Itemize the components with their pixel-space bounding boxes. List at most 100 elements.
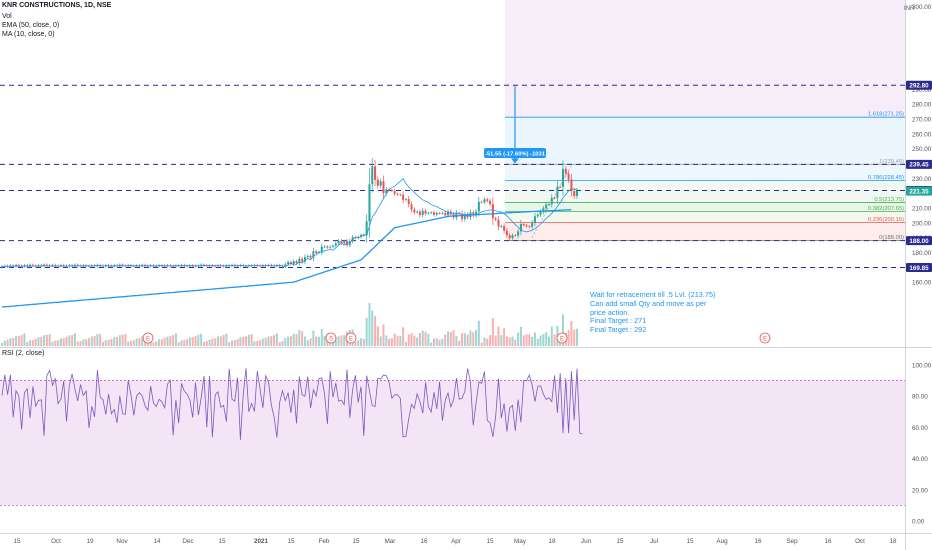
candle-body	[43, 264, 46, 266]
volume-bar	[519, 327, 522, 346]
volume-bar	[3, 340, 6, 346]
volume-bar	[160, 339, 163, 346]
candle-body	[29, 264, 32, 266]
volume-bar	[360, 338, 363, 346]
fib-zone-3	[505, 202, 905, 212]
time-tick-label: 15	[486, 538, 494, 545]
candle-body	[491, 204, 494, 219]
volume-bar	[472, 332, 475, 346]
volume-bar	[396, 335, 399, 346]
candle-body	[441, 212, 444, 214]
volume-bar	[503, 328, 506, 346]
event-marker-glyph: E	[763, 336, 767, 342]
volume-bar	[273, 335, 276, 346]
volume-bar	[73, 333, 76, 346]
candle-body	[194, 265, 197, 267]
candle-body	[531, 222, 534, 227]
volume-bar	[309, 338, 312, 346]
axes: 290.00280.00270.00260.00250.00240.00230.…	[13, 4, 932, 545]
candle-body	[539, 211, 542, 215]
volume-bar	[26, 341, 29, 346]
volume-bar	[214, 338, 217, 346]
volume-bar	[284, 338, 287, 346]
candle-body	[141, 264, 144, 266]
volume-bar	[508, 337, 511, 346]
volume-bar	[51, 341, 54, 346]
volume-bar	[172, 335, 175, 346]
price-tick-label: 280.00	[912, 102, 932, 109]
price-label-tag	[906, 186, 932, 196]
volume-bar	[379, 336, 382, 346]
candle-body	[573, 190, 576, 196]
candle-body	[494, 218, 497, 220]
candle-body	[45, 264, 48, 266]
candle-body	[522, 223, 525, 226]
volume-bar	[82, 339, 85, 346]
volume-bar	[65, 336, 68, 346]
candle-body	[519, 223, 522, 232]
candle-body	[435, 213, 438, 215]
time-tick-label: 15	[287, 538, 295, 545]
volume-bar	[37, 337, 40, 346]
price-tick-label: 180.00	[912, 250, 932, 257]
price-tick-label: 210.00	[912, 205, 932, 212]
volume-bar	[278, 342, 281, 346]
fib-level-label: 0.382(207.65)	[868, 206, 904, 212]
time-tick-label: 15	[218, 538, 226, 545]
price-tick-label: 270.00	[912, 117, 932, 124]
candle-body	[51, 264, 54, 266]
volume-bar	[200, 333, 203, 346]
volume-bar	[34, 338, 37, 346]
candle-body	[200, 264, 203, 266]
event-marker	[556, 332, 568, 344]
note-line: Wait for retracement till .5 Lvl. (213.7…	[590, 290, 716, 299]
volume-bar	[517, 332, 520, 346]
candle-body	[337, 240, 340, 244]
candle-body	[517, 231, 520, 236]
event-marker-glyph: E	[349, 336, 353, 342]
volume-bar	[191, 337, 194, 346]
volume-bar	[432, 338, 435, 346]
volume-bar	[54, 340, 57, 346]
volume-bar	[132, 340, 135, 346]
candle-body	[312, 251, 315, 258]
volume-bar	[287, 336, 290, 346]
time-tick-label: Sep	[786, 538, 798, 545]
annotations[interactable]: -51.55 (-17.60%) -1031 E S E E E	[142, 86, 771, 344]
volume-bar	[253, 341, 256, 346]
candle-body	[348, 241, 351, 246]
volume-bar	[491, 318, 494, 346]
candle-body	[399, 194, 402, 196]
candle-body	[424, 210, 427, 214]
fib-level-label: 0.5(213.75)	[874, 197, 904, 203]
volume-bar	[449, 332, 452, 346]
volume-bar	[267, 336, 270, 346]
candle-body	[511, 235, 514, 239]
candle-body	[110, 265, 113, 267]
volume-bar	[71, 335, 74, 346]
volume-bar	[292, 333, 295, 346]
fib-level-label: 0(188.00)	[879, 235, 904, 241]
volume-bar	[399, 336, 402, 346]
volume-bar	[127, 341, 130, 346]
volume-bar	[343, 335, 346, 346]
horizontal-levels[interactable]	[0, 84, 905, 269]
candle-body	[525, 225, 528, 227]
volume-bar	[475, 330, 478, 346]
volume-bar	[216, 336, 219, 346]
volume-bar	[99, 334, 102, 346]
price-tick-label: 200.00	[912, 220, 932, 227]
candle-body	[245, 265, 248, 267]
volume-bar	[303, 336, 306, 346]
volume-bar	[390, 338, 393, 346]
candle-body	[371, 166, 374, 185]
candle-body	[331, 245, 334, 247]
volume-bar	[124, 334, 127, 346]
fib-zone-5	[505, 222, 905, 241]
fib-zone-4	[505, 211, 905, 223]
volume-bar	[427, 333, 430, 346]
volume-bar	[315, 336, 318, 346]
candle-body	[407, 199, 410, 205]
candle-body	[486, 199, 489, 201]
